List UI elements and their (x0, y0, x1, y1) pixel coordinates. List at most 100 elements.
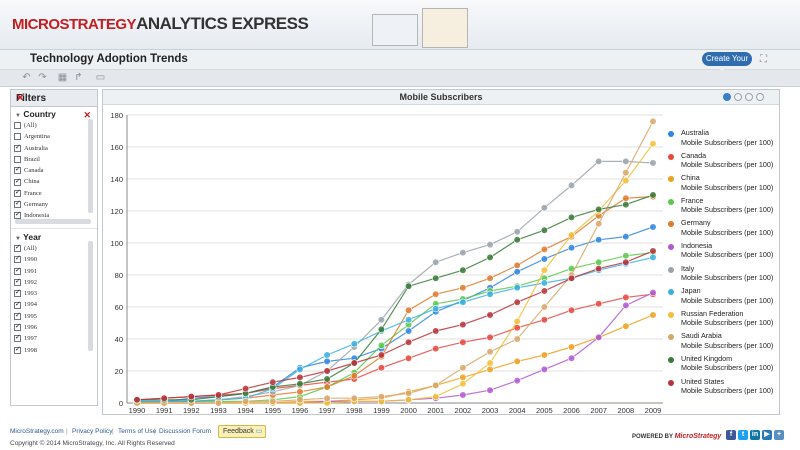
collapse-icon[interactable]: ▼ (15, 236, 21, 242)
legend-series-name: Japan (681, 286, 701, 296)
year-option[interactable]: 1997 (11, 333, 97, 346)
data-point (350, 340, 358, 348)
year-option[interactable]: 1991 (11, 266, 97, 279)
checkbox[interactable] (14, 243, 21, 253)
data-point (187, 393, 195, 401)
data-point (649, 289, 657, 297)
legend-item[interactable]: United Kingdom Mobile Subscribers (per 10… (659, 354, 779, 377)
collapse-icon[interactable]: ▼ (15, 113, 21, 119)
page-dot-2[interactable] (734, 93, 742, 101)
year-option[interactable]: 1993 (11, 288, 97, 301)
data-point (296, 388, 304, 396)
legend-item[interactable]: United States Mobile Subscribers (per 100… (659, 377, 779, 400)
checkbox[interactable] (14, 188, 21, 197)
checkbox[interactable] (14, 288, 21, 298)
year-filter-header[interactable]: ▼ Year (11, 232, 97, 245)
legend-item[interactable]: Saudi Arabia Mobile Subscribers (per 100) (659, 331, 779, 354)
country-option[interactable]: Argentina (11, 133, 97, 144)
country-hscrollbar[interactable] (15, 219, 91, 224)
checkbox[interactable] (14, 333, 21, 343)
year-option[interactable]: 1992 (11, 277, 97, 290)
clear-country-icon[interactable]: ✕ (83, 110, 91, 120)
dashboard-thumbnail[interactable] (422, 8, 468, 48)
year-option[interactable]: 1996 (11, 322, 97, 335)
privacy-policy-link[interactable]: Privacy Policy (72, 428, 113, 435)
country-option[interactable]: France (11, 188, 97, 201)
year-option[interactable]: 1995 (11, 311, 97, 324)
filter-option-label: France (24, 189, 42, 197)
checkbox[interactable] (14, 133, 21, 141)
data-point (486, 241, 494, 249)
redo-icon[interactable]: ↷ (38, 72, 47, 83)
fullscreen-icon[interactable]: ⛶ (760, 54, 767, 65)
data-point (513, 228, 521, 236)
page-dot-4[interactable] (756, 93, 764, 101)
data-point (567, 343, 576, 351)
checkbox[interactable] (14, 300, 21, 309)
legend-item[interactable]: Russian Federation Mobile Subscribers (pe… (659, 309, 779, 332)
country-filter-header[interactable]: ▼ Country ✕ (11, 109, 97, 122)
country-scrollbar[interactable] (88, 119, 93, 213)
chart-title: Mobile Subscribers (399, 92, 483, 102)
legend-item[interactable]: Australia Mobile Subscribers (per 100) (659, 128, 779, 151)
sort-icon[interactable]: ↱ (74, 72, 83, 83)
presentation-icon[interactable]: ▭ (95, 72, 106, 83)
feedback-button[interactable]: Feedback ▭ (218, 425, 266, 438)
checkbox[interactable] (14, 277, 21, 286)
checkbox[interactable] (14, 311, 21, 320)
undo-icon[interactable]: ↶ (22, 72, 31, 83)
year-option[interactable]: 1998 (11, 345, 97, 358)
checkbox[interactable] (14, 199, 21, 209)
page-dot-3[interactable] (745, 93, 753, 101)
facebook-icon[interactable]: f (726, 430, 736, 440)
checkbox[interactable] (14, 122, 21, 130)
data-point (595, 236, 603, 244)
page-dot-1[interactable] (723, 93, 731, 101)
legend-item[interactable]: Indonesia Mobile Subscribers (per 100) (659, 241, 779, 264)
legend-item[interactable]: France Mobile Subscribers (per 100) (659, 196, 779, 219)
checkbox[interactable] (14, 266, 21, 275)
country-option[interactable]: China (11, 177, 97, 189)
country-option[interactable]: Australia (11, 143, 97, 156)
year-option[interactable]: 1990 (11, 254, 97, 267)
create-your-own-button[interactable]: Create Your Own (702, 52, 752, 77)
terms-of-use-link[interactable]: Terms of Use (118, 428, 157, 435)
checkbox[interactable] (14, 143, 21, 152)
year-scrollbar[interactable] (88, 241, 93, 351)
share-icon[interactable]: + (774, 430, 784, 440)
filter-option-label: 1994 (24, 301, 37, 309)
checkbox[interactable] (14, 254, 21, 264)
clear-filters-icon[interactable]: ✕ (16, 93, 25, 104)
checkbox[interactable] (14, 322, 21, 332)
footer: MicroStrategy.com | Privacy Policy | Ter… (0, 420, 800, 450)
legend-item[interactable]: Canada Mobile Subscribers (per 100) (659, 151, 779, 174)
youtube-icon[interactable]: ▶ (762, 430, 772, 440)
country-option[interactable]: Indonesia (11, 210, 97, 223)
year-option[interactable]: (All) (11, 243, 97, 256)
country-option[interactable]: Germany (11, 199, 97, 212)
data-point (622, 194, 630, 202)
checkbox[interactable] (14, 155, 21, 163)
checkbox[interactable] (14, 345, 21, 354)
linkedin-icon[interactable]: in (750, 430, 760, 440)
country-option[interactable]: Canada (11, 165, 97, 178)
x-tick-label: 2000 (400, 406, 417, 415)
checkbox[interactable] (14, 177, 21, 186)
checkbox[interactable] (14, 210, 21, 220)
year-option[interactable]: 1994 (11, 300, 97, 312)
legend-item[interactable]: Germany Mobile Subscribers (per 100) (659, 218, 779, 241)
country-option[interactable]: (All) (11, 122, 97, 133)
checkbox[interactable] (14, 165, 21, 175)
grid-icon[interactable]: ▦ (57, 72, 68, 83)
dashboard-thumbnail[interactable] (372, 14, 418, 46)
filter-option-label: 1991 (24, 267, 37, 275)
country-option[interactable]: Brazil (11, 156, 97, 167)
series-line (136, 160, 654, 404)
legend-item[interactable]: Italy Mobile Subscribers (per 100) (659, 264, 779, 287)
microstrategy-link[interactable]: MicroStrategy.com (10, 428, 64, 435)
legend-item[interactable]: Japan Mobile Subscribers (per 100) (659, 286, 779, 309)
twitter-icon[interactable]: t (738, 430, 748, 440)
legend-item[interactable]: China Mobile Subscribers (per 100) (659, 173, 779, 196)
discussion-forum-link[interactable]: Discussion Forum (159, 428, 212, 435)
filter-option-label: Brazil (24, 155, 40, 163)
